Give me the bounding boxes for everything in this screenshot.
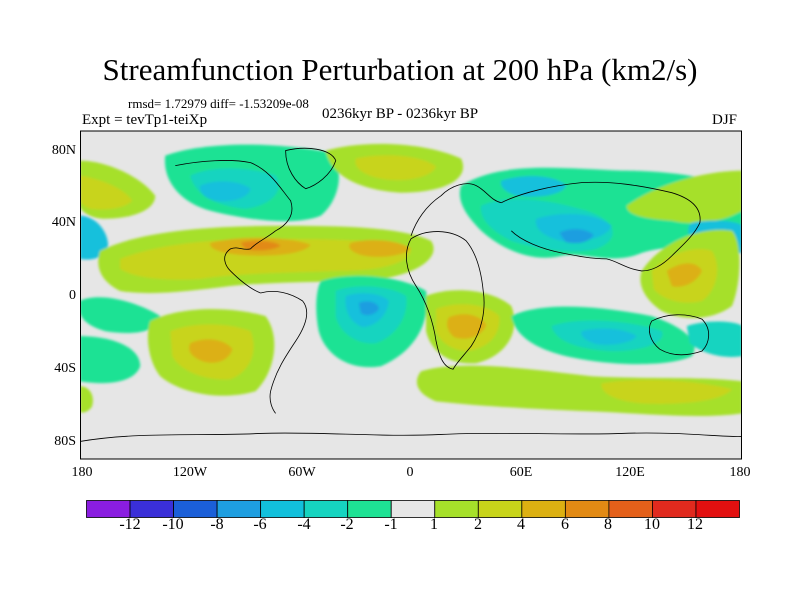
colorbar-label: -12 <box>119 516 141 533</box>
colorbar-label: 2 <box>474 516 482 533</box>
coast-greenland <box>285 147 337 190</box>
experiment-label: Expt = tevTp1-teiXp <box>82 112 208 128</box>
colorbar-label: 10 <box>644 516 660 533</box>
lon-label-60w: 60W <box>288 465 316 480</box>
lat-label-80n: 80N <box>51 143 76 158</box>
colorbar-swatch <box>173 500 218 518</box>
colorbar-label: -8 <box>210 516 224 533</box>
colorbar-label: -2 <box>340 516 354 533</box>
lon-label-60e: 60E <box>509 465 533 480</box>
coast-asia <box>501 181 701 272</box>
colorbar-swatch <box>390 500 436 518</box>
colorbar-label: 1 <box>430 516 438 533</box>
contour-pos3-s-africa <box>447 314 487 339</box>
contour-pos2-n-pacific-west <box>80 175 133 210</box>
lat-label-eq: 0 <box>69 288 76 303</box>
colorbar-label: 6 <box>561 516 569 533</box>
contour-pos3-atlantic <box>349 239 411 257</box>
lat-label-40s: 40S <box>54 361 76 376</box>
colorbar-swatch <box>477 500 523 518</box>
contour-neg4-asia <box>559 229 594 244</box>
colorbar-swatch <box>129 500 174 518</box>
contour-pos3-s-pacific <box>189 339 233 363</box>
colorbar-swatch <box>260 500 305 518</box>
colorbar-label: -6 <box>253 516 267 533</box>
coast-europe <box>410 183 502 236</box>
colorbar-swatch <box>216 500 262 518</box>
coastlines <box>80 147 742 442</box>
contour-neg3-indian <box>581 328 637 345</box>
contour-pos1-n-pacific-east <box>626 170 742 224</box>
lon-label-120e: 120E <box>615 465 645 480</box>
contour-neg4-s-america <box>358 301 379 316</box>
colorbar-label: -4 <box>297 516 311 533</box>
colorbar-swatch <box>347 500 392 518</box>
coast-africa <box>406 231 485 370</box>
colorbar-label: 4 <box>517 516 525 533</box>
colorbar-label: 8 <box>604 516 612 533</box>
coast-antarctica <box>80 432 742 442</box>
contour-pos1-far-sw <box>80 386 93 413</box>
lon-label-180e: 180 <box>729 465 751 480</box>
colorbar-swatch <box>695 500 740 518</box>
colorbar-swatch <box>303 500 349 518</box>
colorbar-label: 12 <box>687 516 703 533</box>
colorbar <box>86 500 740 518</box>
contour-pos4-gulf <box>240 240 281 251</box>
contour-pos2-n-atlantic <box>355 155 437 181</box>
season-label: DJF <box>712 112 738 128</box>
lon-label-120w: 120W <box>172 465 208 480</box>
colorbar-swatch <box>434 500 479 518</box>
colorbar-swatch <box>564 500 610 518</box>
period-label: 0236kyr BP - 0236kyr BP <box>322 106 479 122</box>
contour-neg2-se-pacific <box>686 321 742 357</box>
map-frame <box>80 130 742 460</box>
contour-neg3-canada <box>200 181 251 202</box>
contour-neg1-sw-pacific <box>80 336 141 384</box>
lat-label-40n: 40N <box>51 215 76 230</box>
lat-label-80s: 80S <box>54 434 76 449</box>
map-panel <box>80 130 742 460</box>
colorbar-label: -1 <box>384 516 398 533</box>
stats-text: rmsd= 1.72979 diff= -1.53209e-08 <box>128 96 309 111</box>
colorbar-swatch <box>652 500 697 518</box>
colorbar-swatch <box>521 500 566 518</box>
coast-s-america <box>260 291 308 414</box>
contour-pos3-w-pacific <box>666 263 702 287</box>
lon-label-180w: 180 <box>71 465 93 480</box>
coast-australia <box>649 314 710 356</box>
chart-title: Streamfunction Perturbation at 200 hPa (… <box>102 52 698 87</box>
coast-n-america <box>175 160 293 294</box>
contour-pos2-s-indian <box>601 379 732 404</box>
contour-pos2-americas <box>120 238 411 280</box>
contour-fills <box>80 143 742 416</box>
colorbar-swatch <box>608 500 653 518</box>
contour-neg3-eurasia <box>500 176 567 197</box>
contour-neg1-tropical-pacific <box>80 297 161 333</box>
colorbar-label: -10 <box>162 516 184 533</box>
contour-neg3-w-pacific <box>80 215 109 260</box>
colorbar-swatch <box>86 500 131 518</box>
lon-label-0: 0 <box>406 465 414 480</box>
